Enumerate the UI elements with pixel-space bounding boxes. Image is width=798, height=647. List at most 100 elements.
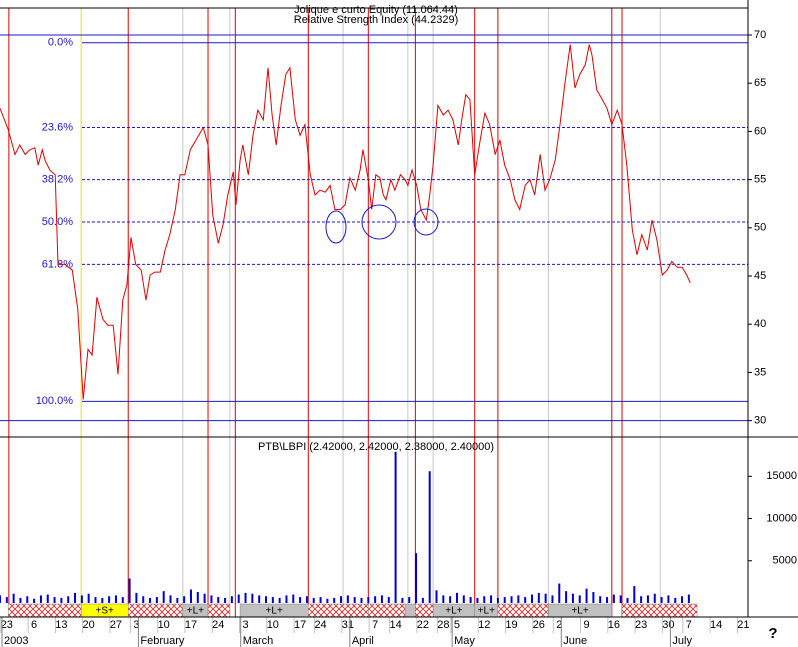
y-tick-label: 60 xyxy=(754,125,766,137)
volume-bar xyxy=(210,595,213,603)
signal-label: +L+ xyxy=(445,606,462,617)
x-tick-label: 10 xyxy=(158,619,170,631)
volume-title: PTB\LBPI (2.42000, 2.42000, 2.38000, 2.4… xyxy=(258,441,494,453)
volume-bar xyxy=(353,597,356,603)
volume-bar xyxy=(74,592,77,603)
month-label: July xyxy=(672,635,692,647)
x-tick-label: 17 xyxy=(294,619,306,631)
volume-bar xyxy=(196,592,199,603)
volume-bar xyxy=(299,597,302,603)
volume-bar xyxy=(312,597,315,603)
signal-band xyxy=(497,603,549,618)
signal-band xyxy=(207,603,231,618)
volume-bar xyxy=(571,593,574,603)
volume-bar xyxy=(53,597,56,603)
rsi-line xyxy=(0,44,691,400)
volume-bar xyxy=(33,598,36,603)
x-tick-label: 14 xyxy=(710,619,722,631)
volume-bar xyxy=(585,588,588,603)
x-tick-label: 14 xyxy=(389,619,401,631)
volume-bar xyxy=(135,592,138,603)
volume-bar xyxy=(660,597,663,603)
y-tick-label: 30 xyxy=(754,415,766,427)
fib-label: 23.6% xyxy=(42,121,73,133)
volume-bar xyxy=(94,597,97,603)
y-tick-label: 15000 xyxy=(766,470,797,482)
volume-bar xyxy=(551,595,554,603)
volume-bar xyxy=(435,590,438,603)
fib-label: 100.0% xyxy=(36,395,74,407)
fib-label: 38.2% xyxy=(42,174,73,186)
x-tick-label: 17 xyxy=(185,619,197,631)
x-tick-label: 7 xyxy=(686,619,692,631)
volume-bar xyxy=(367,597,370,603)
fib-label: 50.0% xyxy=(42,216,73,228)
volume-bar xyxy=(340,596,343,603)
volume-bar xyxy=(394,451,397,603)
volume-bar xyxy=(108,596,111,603)
volume-bar xyxy=(606,597,609,603)
x-tick-label: 21 xyxy=(737,619,749,631)
volume-bar xyxy=(46,594,49,603)
volume-bar xyxy=(387,597,390,603)
volume-bar xyxy=(612,594,615,603)
volume-bar xyxy=(483,596,486,603)
x-tick-label: 23 xyxy=(635,619,647,631)
volume-bar xyxy=(558,583,561,603)
volume-bar xyxy=(169,595,172,603)
y-tick-label: 10000 xyxy=(766,512,797,524)
volume-bar xyxy=(524,597,527,603)
volume-bar xyxy=(189,589,192,603)
chart-subtitle: Relative Strength Index (44.2329) xyxy=(294,14,459,26)
volume-bar xyxy=(408,597,411,603)
volume-bar xyxy=(646,595,649,603)
volume-bar xyxy=(285,595,288,603)
volume-bar xyxy=(237,594,240,603)
volume-bar xyxy=(5,597,8,603)
volume-bar xyxy=(251,593,254,603)
volume-bar xyxy=(640,596,643,603)
volume-bar xyxy=(162,591,165,603)
volume-bar xyxy=(667,595,670,603)
month-label: April xyxy=(352,635,374,647)
annotation-circle xyxy=(413,208,439,236)
y-tick-label: 50 xyxy=(754,222,766,234)
volume-bar xyxy=(230,596,233,603)
volume-bar xyxy=(224,597,227,603)
chart-title: Jolique e curto Equity (11.064.44) xyxy=(294,4,458,16)
volume-bar xyxy=(476,597,479,603)
volume-bar xyxy=(142,596,145,603)
volume-bar xyxy=(503,597,506,603)
volume-bar xyxy=(121,597,124,603)
signal-band xyxy=(404,603,416,618)
volume-bar xyxy=(687,594,690,603)
volume-bar xyxy=(87,593,90,603)
volume-bar xyxy=(565,591,568,603)
volume-bar xyxy=(305,596,308,603)
volume-bar xyxy=(0,595,1,603)
volume-bar xyxy=(26,596,29,603)
y-tick-label: 55 xyxy=(754,174,766,186)
volume-bar xyxy=(681,596,684,603)
y-tick-label: 45 xyxy=(754,270,766,282)
x-tick-label: 12 xyxy=(478,619,490,631)
signal-band xyxy=(308,603,369,618)
x-tick-label: 24 xyxy=(212,619,224,631)
volume-bar xyxy=(346,595,349,603)
x-tick-label: 2 xyxy=(556,619,562,631)
volume-bar xyxy=(292,594,295,603)
volume-bar xyxy=(421,597,424,603)
volume-bar xyxy=(60,597,63,603)
help-mark[interactable]: ? xyxy=(768,625,777,642)
volume-bar xyxy=(278,597,281,603)
volume-bar xyxy=(39,595,42,603)
y-tick-label: 70 xyxy=(754,29,766,41)
x-tick-label: 27 xyxy=(110,619,122,631)
signal-band xyxy=(368,603,406,618)
volume-bar xyxy=(469,597,472,603)
signal-band xyxy=(127,603,184,618)
x-tick-label: 5 xyxy=(454,619,460,631)
volume-bar xyxy=(176,597,179,603)
volume-bar xyxy=(626,597,629,603)
